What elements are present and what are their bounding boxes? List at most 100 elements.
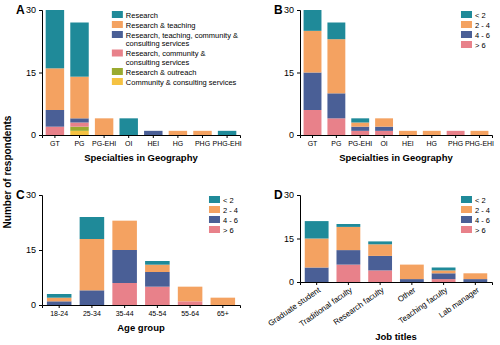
tick-label: 30 <box>284 5 294 15</box>
legend-label: < 2 <box>223 196 234 205</box>
axis-line <box>297 11 301 136</box>
bar-segment <box>368 270 392 282</box>
y-axis: 0 15 30 <box>26 5 43 140</box>
legend-swatch <box>461 11 472 18</box>
bar-segment <box>351 131 369 135</box>
tick: GT <box>308 135 318 147</box>
y-axis: 0 15 30 <box>284 5 301 140</box>
tick: HEI <box>147 135 159 147</box>
tick: 15 <box>26 68 42 78</box>
bar-segment <box>80 290 105 305</box>
legend-item: 4 - 6 <box>461 216 490 225</box>
tick: 15 <box>26 245 42 255</box>
tick-mark <box>384 135 385 138</box>
legend-label: Research & teaching <box>126 21 196 30</box>
legend-label: Community & consulting services <box>126 78 237 87</box>
bar-segment <box>218 131 236 135</box>
tick-mark <box>39 195 42 196</box>
bar-segment <box>304 10 322 31</box>
bar-segment <box>471 131 489 135</box>
legend-label: Research & outreach <box>126 68 196 77</box>
x-axis: 18-2425-3435-4445-5455-6465+ <box>43 305 241 317</box>
legend-item: Research, community &consulting services <box>112 49 206 67</box>
bar-segment <box>47 298 72 302</box>
bar-segment <box>169 131 187 135</box>
legend-label: Research, teaching, community &consultin… <box>126 31 238 49</box>
panel: 01530Graduate studentTraditional faculty… <box>266 188 492 342</box>
tick: 0 <box>31 130 42 140</box>
bar-segment <box>327 23 345 40</box>
tick-mark <box>297 135 300 136</box>
legend-swatch <box>461 21 472 28</box>
tick-label: HG <box>427 140 438 147</box>
legend: < 22 - 44 - 6> 6 <box>461 196 490 235</box>
legend: ResearchResearch & teachingResearch, tea… <box>112 11 238 87</box>
bar-segment <box>95 118 113 135</box>
bars <box>305 221 487 282</box>
legend-item: 2 - 4 <box>209 206 238 215</box>
tick-mark <box>297 10 300 11</box>
tick: 30 <box>26 190 42 200</box>
x-axis-title: Age group <box>117 322 165 333</box>
legend-swatch <box>461 41 472 48</box>
legend-swatch <box>209 226 220 233</box>
bar-segment <box>70 23 88 77</box>
tick-mark <box>316 282 317 285</box>
legend-label: 2 - 4 <box>475 21 490 30</box>
bar-segment <box>211 297 236 298</box>
tick-label: HEI <box>147 140 159 147</box>
legend-item: Research, teaching, community &consultin… <box>112 31 238 49</box>
panel-title: D <box>274 188 283 202</box>
tick-mark <box>39 135 42 136</box>
legend-label: < 2 <box>475 196 486 205</box>
bar-segment <box>144 130 162 131</box>
bars <box>46 10 237 135</box>
tick-label: HEI <box>402 140 414 147</box>
tick-label: 0 <box>289 130 294 140</box>
bar-segment <box>463 273 487 274</box>
tick-label: GT <box>308 140 318 147</box>
bar-segment <box>400 265 424 280</box>
bar-segment <box>432 268 456 271</box>
y-axis: 01530 <box>284 190 301 287</box>
legend-swatch <box>461 31 472 38</box>
tick: HG <box>427 135 438 147</box>
bar-segment <box>169 130 187 131</box>
tick-mark <box>407 135 408 138</box>
bar-segment <box>423 131 441 135</box>
tick: PG-EHI <box>348 135 372 147</box>
tick: Traditional faculty <box>298 282 354 329</box>
axis-line <box>43 136 241 139</box>
panel: 01530GTPGPG-EHIOIHEIHGPHGPHG-EHISpecialt… <box>274 3 494 163</box>
x-axis: GTPGPG-EHIOIHEIHGPHGPHG-EHI <box>43 135 242 147</box>
tick: 30 <box>284 5 300 15</box>
legend-swatch <box>209 196 220 203</box>
bar-segment <box>368 244 392 256</box>
panel-title: A <box>16 3 25 17</box>
legend-label: 2 - 4 <box>475 206 490 215</box>
tick-mark <box>153 135 154 138</box>
bar-segment <box>375 118 393 119</box>
tick: 30 <box>26 5 42 15</box>
bar-segment <box>145 287 170 305</box>
legend-swatch <box>461 226 472 233</box>
tick-label: 0 <box>289 277 294 287</box>
legend-label: Research <box>126 11 158 20</box>
tick-label: 15 <box>284 234 294 244</box>
legend-swatch <box>112 31 123 38</box>
tick-mark <box>297 282 300 283</box>
bar-segment <box>447 131 465 135</box>
legend-label: > 6 <box>475 226 486 235</box>
bar-segment <box>305 268 329 283</box>
panel: 0153018-2425-3435-4445-5455-6465+Age gro… <box>16 188 241 333</box>
tick-label: 65+ <box>217 310 229 317</box>
tick-label: OI <box>380 140 387 147</box>
panel-title: B <box>274 3 283 17</box>
tick: PHG <box>448 135 463 147</box>
bar-segment <box>336 265 360 282</box>
legend-item: < 2 <box>461 196 486 205</box>
tick-mark <box>222 305 223 308</box>
tick: 15 <box>284 68 300 78</box>
panel-title: C <box>16 188 25 202</box>
x-axis-title: Specialties in Geography <box>339 152 453 163</box>
